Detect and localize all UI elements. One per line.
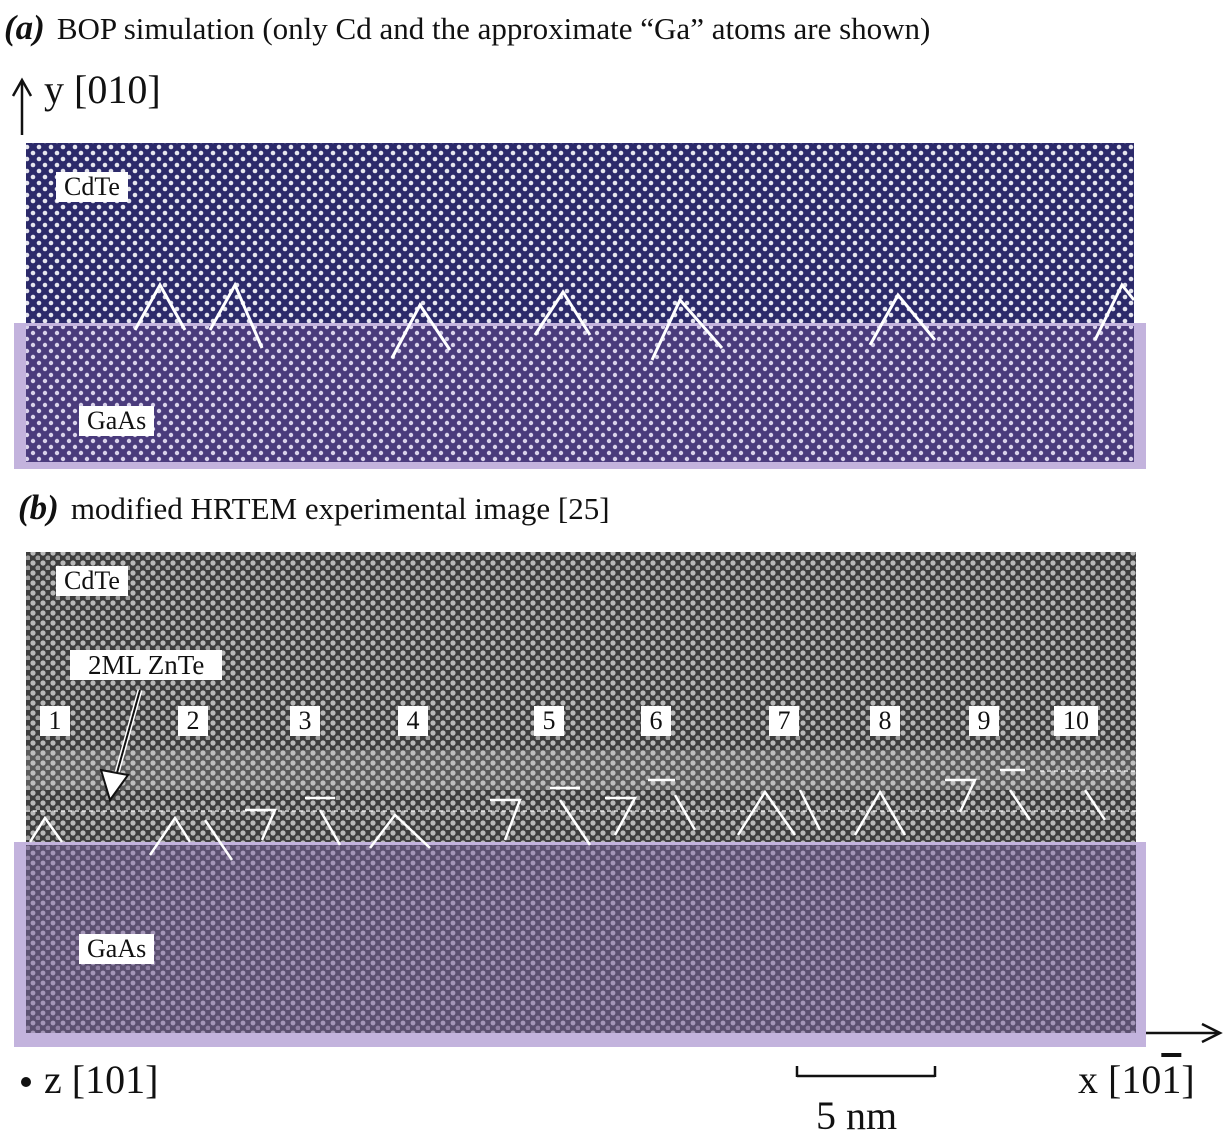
- x-axis-arrow: [1146, 1022, 1223, 1044]
- panel-a-image: [14, 143, 1146, 469]
- scale-bar-label: 5 nm: [816, 1093, 898, 1138]
- panel-b-title: (b) modified HRTEM experimental image [25…: [18, 490, 610, 527]
- x-axis-label-prefix: x [10: [1078, 1057, 1162, 1102]
- panel-b-image: [14, 552, 1146, 1047]
- dislocation-number: 8: [870, 706, 900, 736]
- dislocation-number: 7: [769, 706, 799, 736]
- x-axis-label-suffix: ]: [1181, 1057, 1195, 1102]
- z-axis-label: z [101]: [44, 1057, 159, 1102]
- dislocation-number: 1: [40, 706, 70, 736]
- zinc-layer-label: 2ML ZnTe: [70, 650, 223, 680]
- panel-a-tag: (a): [4, 8, 45, 47]
- zinc-layer-arrow: [99, 689, 143, 803]
- dislocation-number: 4: [398, 706, 428, 736]
- x-axis-label-bar: 1: [1161, 1057, 1182, 1102]
- y-axis-arrow: [11, 77, 33, 135]
- panel-b-caption: modified HRTEM experimental image [25]: [70, 491, 610, 526]
- panel-a-cdte-label: CdTe: [56, 172, 128, 202]
- panel-a-caption: BOP simulation (only Cd and the approxim…: [56, 11, 931, 46]
- x-axis-label: x [101]: [1078, 1058, 1195, 1102]
- dislocation-number: 3: [290, 706, 320, 736]
- panel-b-tag: (b): [18, 488, 59, 527]
- panel-b-dislocation-lines: [28, 768, 1107, 861]
- panel-a-gaas-label: GaAs: [79, 406, 155, 436]
- dislocation-number: 6: [641, 706, 671, 736]
- panel-a-dislocation-lines: [133, 281, 1136, 361]
- dislocation-number: 2: [178, 706, 208, 736]
- dislocation-number: 5: [534, 706, 564, 736]
- interface-bright-band: [26, 750, 1136, 790]
- panel-a-title: (a) BOP simulation (only Cd and the appro…: [4, 10, 930, 47]
- scale-bar: [795, 1066, 937, 1078]
- dislocation-number: 10: [1054, 706, 1098, 736]
- y-axis-label: y [010]: [44, 67, 161, 112]
- dislocation-number: 9: [969, 706, 999, 736]
- z-axis-dot: [21, 1077, 31, 1087]
- panel-b-cdte-label: CdTe: [56, 566, 128, 596]
- panel-b-gaas-label: GaAs: [79, 934, 155, 964]
